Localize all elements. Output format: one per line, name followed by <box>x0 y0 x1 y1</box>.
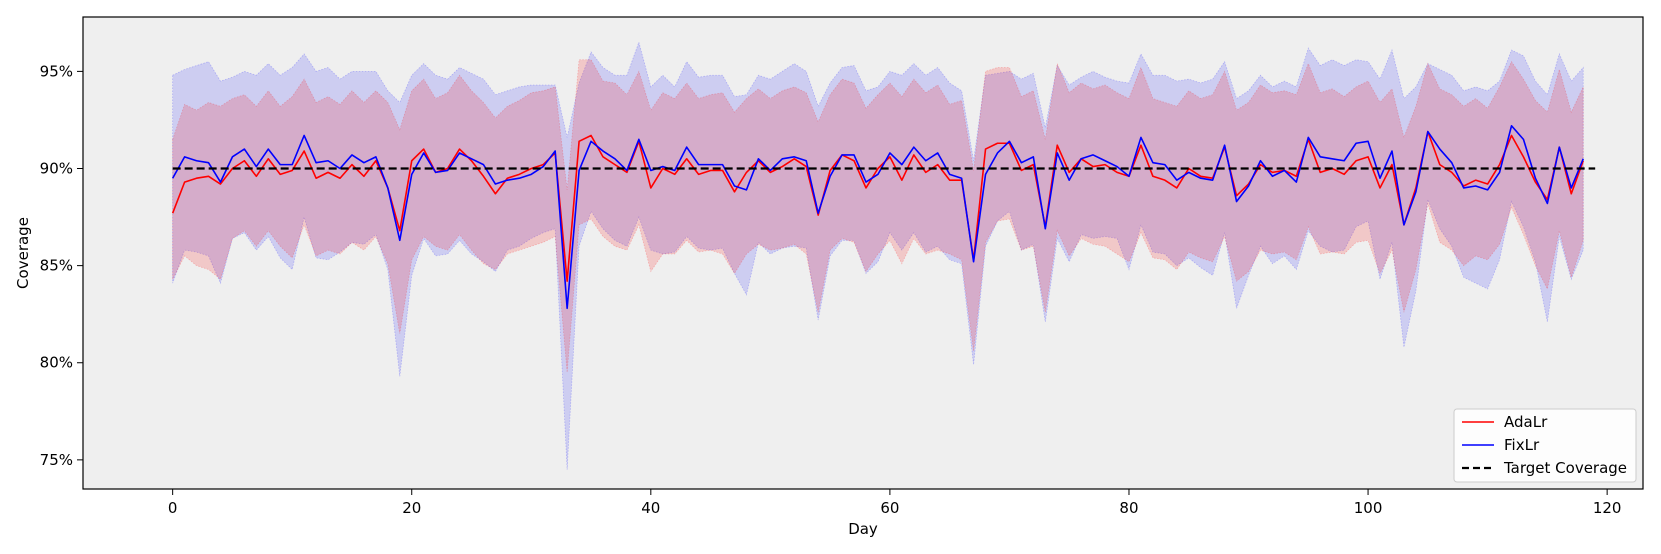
y-tick-label: 95% <box>40 62 73 80</box>
x-tick-label: 80 <box>1119 499 1138 517</box>
x-tick-label: 0 <box>168 499 178 517</box>
band-fixlr <box>172 40 1584 470</box>
x-axis-ticks: 0 20 40 60 80 100 120 <box>168 489 1622 517</box>
legend-adalr-label: AdaLr <box>1504 413 1548 431</box>
y-tick-label: 75% <box>40 451 73 469</box>
legend: AdaLr FixLr Target Coverage <box>1453 408 1637 483</box>
y-tick-label: 85% <box>40 257 73 275</box>
y-axis-ticks: 75% 80% 85% 90% 95% <box>40 62 83 469</box>
legend-target-label: Target Coverage <box>1503 459 1627 477</box>
series-line-adalr <box>171 130 1584 282</box>
y-axis-label: Coverage <box>14 217 32 289</box>
band-adalr <box>172 59 1584 373</box>
x-tick-label: 120 <box>1593 499 1622 517</box>
x-tick-label: 60 <box>880 499 899 517</box>
series-line-fixlr <box>171 124 1584 310</box>
x-tick-label: 40 <box>641 499 660 517</box>
x-tick-label: 100 <box>1354 499 1383 517</box>
plot-frame <box>82 16 1644 490</box>
y-tick-label: 80% <box>40 354 73 372</box>
series-lines <box>171 124 1584 310</box>
y-tick-label: 90% <box>40 160 73 178</box>
confidence-bands <box>172 40 1584 470</box>
legend-box <box>1453 408 1637 483</box>
legend-fixlr-label: FixLr <box>1504 436 1540 454</box>
x-tick-label: 20 <box>402 499 421 517</box>
plot-background <box>83 17 1643 489</box>
x-axis-label: Day <box>848 520 878 538</box>
